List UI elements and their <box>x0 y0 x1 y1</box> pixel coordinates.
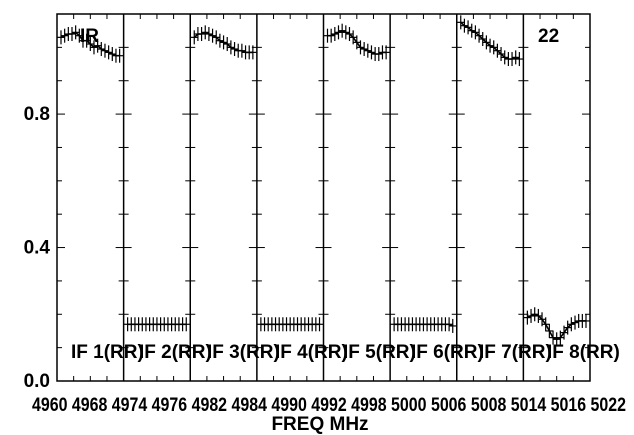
top-right-label: 22 <box>538 26 559 47</box>
labels: IR 22 FREQ MHz 4960 4968 4974 4976 4982 … <box>24 26 626 435</box>
model-curve <box>327 29 387 55</box>
model-curve <box>193 31 253 54</box>
panel-label: IF 3(RR) <box>207 342 280 363</box>
model-curve <box>527 313 586 341</box>
y-tick-label: 0.0 <box>24 371 50 392</box>
data-marks <box>57 15 590 347</box>
data-point <box>523 310 532 325</box>
top-left-label: IR <box>80 26 99 47</box>
panel-label: IF 8(RR) <box>547 342 620 363</box>
data-point <box>456 15 465 30</box>
model-curve <box>60 31 120 57</box>
y-tick-label: 0.8 <box>24 104 50 125</box>
panel-label: IF 7(RR) <box>479 342 552 363</box>
panel-label: IF 5(RR) <box>343 342 416 363</box>
panel-label: IF 1(RR) <box>71 342 144 363</box>
plot-frame <box>56 13 591 382</box>
panel-label: IF 6(RR) <box>411 342 484 363</box>
model-curve <box>460 21 520 60</box>
model-curve <box>394 323 454 327</box>
x-axis-title: FREQ MHz <box>271 414 368 435</box>
y-tick-label: 0.4 <box>24 238 51 259</box>
panel-label: IF 2(RR) <box>139 342 212 363</box>
panel-label: IF 4(RR) <box>275 342 348 363</box>
x-tick-labels: 4960 4968 4974 4976 4982 4984 4990 4992 … <box>32 395 626 416</box>
data-point <box>190 30 199 45</box>
